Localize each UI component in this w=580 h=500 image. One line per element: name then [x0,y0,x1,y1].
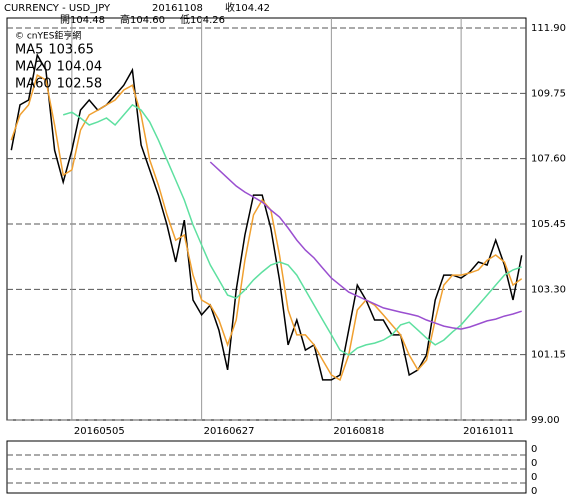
y-tick-label: 101.15 [531,350,566,361]
y-tick-label: 109.75 [531,88,566,99]
legend-value: 103.65 [48,43,94,58]
header-close: 收104.42 [225,1,270,14]
series-line [62,103,522,356]
legend-value: 102.58 [57,77,103,92]
header-symbol: CURRENCY - USD_JPY [4,3,111,14]
y-tick-label: 111.90 [531,23,566,34]
x-tick-label: 20161011 [463,426,514,437]
plot-frame [6,17,527,421]
y-tick-label: 107.60 [531,154,566,165]
sub-panel-frame [6,440,527,494]
header-date: 20161108 [152,3,203,14]
y-tick-label: 103.30 [531,284,566,295]
legend-name: MA5 [15,43,43,58]
source: © cnYES鉅亨網 [15,30,81,42]
header-high: 高104.60 [120,13,165,26]
sub-tick-label: 0 [531,472,537,483]
legend-value: 104.04 [57,60,103,75]
sub-tick-label: 0 [531,486,537,497]
y-tick-label: 105.45 [531,219,566,230]
legend-name: MA60 [15,77,52,92]
x-tick-label: 20160627 [204,426,255,437]
sub-tick-label: 0 [531,458,537,469]
sub-tick-label: 0 [531,444,537,455]
x-tick-label: 20160505 [74,426,125,437]
y-tick-label: 99.00 [531,415,560,426]
legend-name: MA20 [15,60,52,75]
series-line [209,161,522,330]
x-tick-label: 20160818 [333,426,384,437]
series-line [10,73,523,381]
header-low: 低104.26 [180,13,225,26]
series-line [10,52,523,381]
header-open: 開104.48 [60,14,105,26]
